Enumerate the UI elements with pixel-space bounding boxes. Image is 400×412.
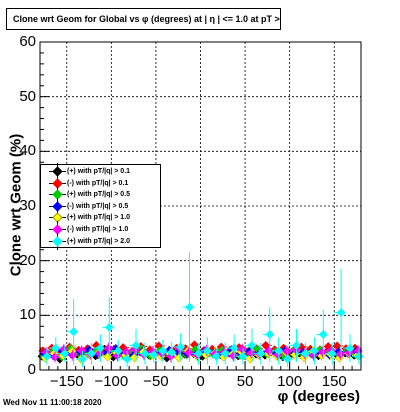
data-point (345, 343, 355, 353)
legend-entry: (+) with pT/|q| > 2.0 (41, 232, 160, 250)
y-tick-label: 20 (19, 251, 36, 269)
data-point (176, 342, 186, 352)
data-point (140, 349, 150, 359)
y-tick-label: 50 (19, 87, 36, 105)
legend-marker (49, 232, 66, 250)
data-point (103, 343, 114, 353)
chart-title: Clone wrt Geom for Global vs φ (degrees)… (6, 8, 281, 30)
data-point (229, 343, 239, 353)
x-tick-label: −50 (143, 373, 169, 390)
data-point (95, 343, 105, 353)
x-tick-label: 150 (321, 373, 347, 390)
data-point (86, 349, 97, 359)
data-point (211, 351, 221, 361)
legend-label: (-) with pT/|q| > 0.5 (67, 202, 129, 210)
legend-label: (+) with pT/|q| > 0.1 (67, 168, 131, 175)
y-tick-label: 40 (19, 142, 36, 160)
data-point (336, 308, 346, 318)
y-tick-label: 0 (27, 361, 36, 378)
x-tick-label: −100 (94, 373, 129, 390)
data-point (220, 349, 230, 359)
legend-label: (-) with pT/|q| > 1.0 (67, 226, 129, 233)
x-tick-label: 100 (277, 373, 303, 390)
data-point (193, 349, 204, 359)
data-point (291, 340, 302, 350)
data-point (256, 349, 266, 359)
data-point (283, 354, 293, 364)
data-point (184, 302, 195, 312)
data-point (335, 349, 345, 359)
data-point (50, 352, 60, 362)
data-point (167, 347, 177, 358)
data-point (95, 348, 105, 358)
legend-label: (+) with pT/|q| > 2.0 (67, 237, 131, 245)
x-axis-label: φ (degrees) (277, 388, 360, 405)
data-point (274, 346, 284, 356)
y-tick-label: 10 (19, 306, 36, 324)
data-point (113, 346, 123, 356)
data-point (318, 329, 328, 340)
data-point (77, 346, 87, 356)
data-point (317, 347, 328, 357)
data-point (202, 346, 212, 356)
data-point (60, 349, 70, 359)
data-point (149, 350, 159, 360)
data-point (158, 346, 168, 356)
legend: (+) with pT/|q| > 0.1 (-) with pT/|q| > 0… (40, 163, 161, 250)
data-point (238, 351, 248, 361)
y-tick-label: 30 (19, 197, 36, 214)
data-point (327, 349, 337, 359)
x-tick-label: 50 (236, 373, 254, 390)
data-point (42, 351, 52, 361)
data-point (264, 346, 274, 356)
data-point (184, 347, 194, 358)
y-tick-label: 60 (19, 33, 36, 50)
data-point (309, 346, 319, 356)
data-point (246, 348, 256, 358)
data-point (103, 352, 113, 362)
legend-label: (-) with pT/|q| > 0.1 (67, 179, 129, 187)
data-point (228, 351, 238, 361)
data-point (104, 322, 114, 332)
data-point (131, 340, 141, 350)
x-tick-label: 0 (196, 373, 205, 390)
data-point (77, 354, 88, 364)
data-point (265, 329, 275, 340)
legend-label: (+) with pT/|q| > 1.0 (67, 214, 131, 222)
data-point (51, 343, 61, 353)
data-point (69, 327, 79, 337)
data-point (122, 354, 132, 364)
data-point (247, 340, 257, 350)
data-point (68, 350, 78, 360)
data-point (300, 349, 311, 359)
x-tick-label: −150 (49, 373, 84, 390)
legend-label: (+) with pT/|q| > 0.5 (67, 191, 131, 199)
series-7 (40, 252, 364, 368)
timestamp: Wed Nov 11 11:00:18 2020 (3, 398, 102, 407)
